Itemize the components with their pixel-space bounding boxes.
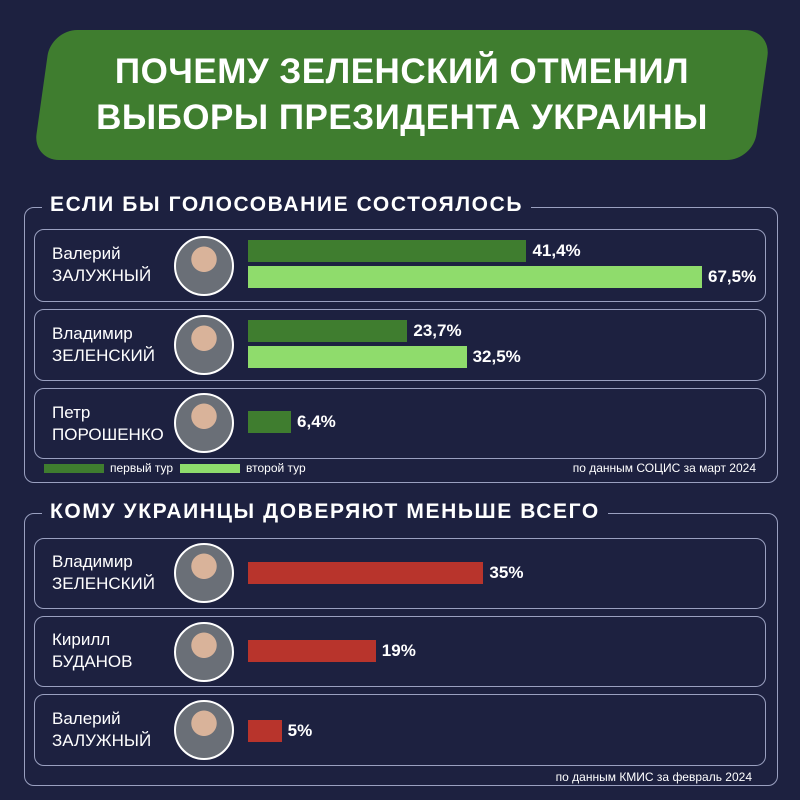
bar xyxy=(248,640,376,662)
section-distrust-title: КОМУ УКРАИНЦЫ ДОВЕРЯЮТ МЕНЬШЕ ВСЕГО xyxy=(42,500,608,524)
candidate-name: Петр ПОРОШЕНКО xyxy=(52,403,164,444)
avatar xyxy=(174,700,234,760)
source-note: по данным КМИС за февраль 2024 xyxy=(555,770,752,784)
source-note: по данным СОЦИС за март 2024 xyxy=(572,461,756,475)
candidate-name: Владимир ЗЕЛЕНСКИЙ xyxy=(52,324,155,365)
bar xyxy=(248,720,282,742)
bar-label: 41,4% xyxy=(532,241,581,260)
page-title: ПОЧЕМУ ЗЕЛЕНСКИЙ ОТМЕНИЛ ВЫБОРЫ ПРЕЗИДЕН… xyxy=(42,30,762,160)
avatar xyxy=(174,393,234,453)
title-line-1: ПОЧЕМУ ЗЕЛЕНСКИЙ ОТМЕНИЛ xyxy=(114,52,690,91)
bar xyxy=(248,240,527,262)
bar-label: 67,5% xyxy=(708,267,757,286)
candidate-row-1 xyxy=(34,229,766,302)
bar xyxy=(248,320,408,342)
person-name: Кирилл БУДАНОВ xyxy=(52,630,133,671)
avatar xyxy=(174,622,234,682)
legend-label-second-round: второй тур xyxy=(246,461,306,475)
candidate-name: Валерий ЗАЛУЖНЫЙ xyxy=(52,244,152,285)
bar xyxy=(248,266,702,288)
bar-label: 23,7% xyxy=(413,321,462,340)
bar-label: 19% xyxy=(381,641,416,660)
bar-label: 6,4% xyxy=(297,412,336,431)
bar xyxy=(248,346,467,368)
avatar xyxy=(174,315,234,375)
bar-label: 35% xyxy=(489,563,524,582)
avatar xyxy=(174,236,234,296)
legend-swatch-second-round xyxy=(180,464,240,473)
legend-label-first-round: первый тур xyxy=(110,461,174,475)
person-row-2 xyxy=(34,616,766,687)
title-line-2: ВЫБОРЫ ПРЕЗИДЕНТА УКРАИНЫ xyxy=(96,98,708,137)
candidate-row-3 xyxy=(34,388,766,459)
candidate-row-2 xyxy=(34,309,766,381)
bar xyxy=(248,411,292,433)
bar-label: 5% xyxy=(287,721,313,740)
bar xyxy=(248,562,484,584)
section-voting-title: ЕСЛИ БЫ ГОЛОСОВАНИЕ СОСТОЯЛОСЬ xyxy=(42,193,532,217)
legend-swatch-first-round xyxy=(44,464,104,473)
avatar xyxy=(174,543,234,603)
person-row-3 xyxy=(34,694,766,766)
person-row-1 xyxy=(34,538,766,609)
bar-label: 32,5% xyxy=(472,347,521,366)
person-name: Валерий ЗАЛУЖНЫЙ xyxy=(52,709,152,750)
person-name: Владимир ЗЕЛЕНСКИЙ xyxy=(52,552,155,593)
